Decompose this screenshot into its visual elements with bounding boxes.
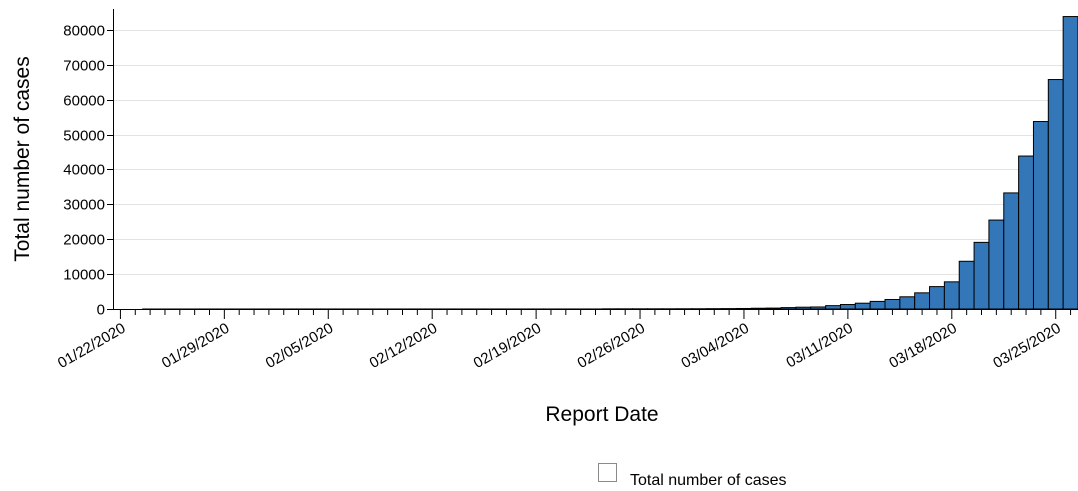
x-tick-label: 02/12/2020 (367, 320, 441, 372)
bar (854, 302, 871, 310)
legend-label[interactable]: Total number of cases (630, 472, 787, 489)
y-tick-label: 70000 (63, 58, 105, 75)
legend-swatch[interactable] (598, 463, 617, 482)
bar (869, 300, 886, 310)
x-tick-label: 03/18/2020 (886, 320, 960, 372)
bar (1018, 155, 1034, 310)
bar (899, 296, 916, 310)
x-tick-label: 01/22/2020 (55, 320, 129, 372)
y-tick-label: 60000 (63, 93, 105, 110)
bar (914, 292, 931, 310)
x-axis-title: Report Date (545, 403, 658, 426)
y-tick-label: 80000 (63, 23, 105, 40)
bar (958, 260, 975, 310)
bar (810, 306, 827, 310)
y-axis-title: Total number of cases (11, 56, 34, 261)
bar (1003, 192, 1020, 310)
bar (736, 307, 752, 310)
x-tick-label: 03/04/2020 (678, 320, 752, 372)
bar (839, 304, 856, 310)
axes (113, 9, 1078, 310)
y-tick-label: 0 (97, 302, 105, 319)
y-tick-label: 10000 (63, 267, 105, 284)
y-tick-label: 20000 (63, 232, 105, 249)
bar (780, 307, 797, 310)
legend[interactable]: Total number of cases (598, 463, 787, 490)
x-tick-label: 02/19/2020 (471, 320, 545, 372)
x-axis-ticks: 01/22/2020 01/29/2020 02/05/2020 02/12/2020… (55, 309, 1072, 372)
bar (765, 307, 782, 310)
bar (884, 298, 901, 310)
gridlines (113, 30, 1078, 275)
bar (973, 241, 990, 310)
x-tick-label: 03/25/2020 (990, 320, 1064, 372)
x-tick-label: 02/26/2020 (575, 320, 649, 372)
x-tick-label: 02/05/2020 (263, 320, 337, 372)
bar (1062, 16, 1078, 310)
bar (1047, 79, 1064, 310)
bar (988, 219, 1005, 310)
y-tick-label: 50000 (63, 128, 105, 145)
x-tick-label: 03/11/2020 (783, 320, 856, 372)
bar (795, 306, 812, 310)
bar (750, 307, 767, 310)
y-axis-ticks: 0 10000 20000 30000 40000 50000 60000 70000 8000… (63, 23, 113, 319)
bar (943, 281, 960, 310)
bars (142, 16, 1078, 310)
bar (929, 286, 945, 310)
bar (825, 305, 841, 310)
y-tick-label: 40000 (63, 162, 105, 179)
x-tick-label: 01/29/2020 (159, 320, 233, 372)
y-tick-label: 30000 (63, 197, 105, 214)
bar (1032, 121, 1049, 310)
